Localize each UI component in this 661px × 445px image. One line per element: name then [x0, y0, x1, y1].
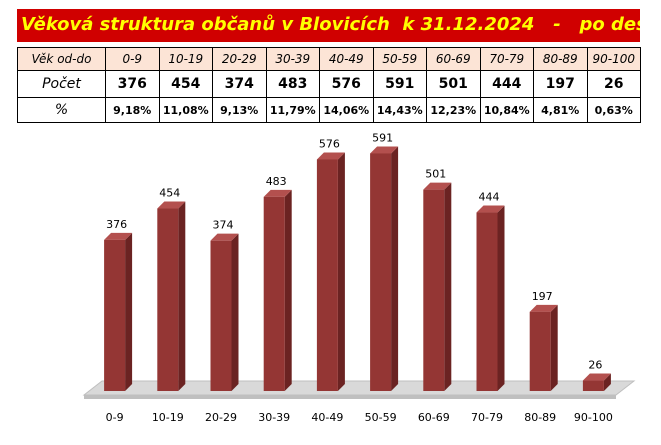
- bar: [423, 189, 445, 391]
- table-header-row: Věk od-do 0-9 10-19 20-29 30-39 40-49 50-59 60…: [17, 47, 641, 71]
- bar: [263, 196, 285, 391]
- bar-top: [529, 304, 558, 312]
- bar: [210, 240, 232, 391]
- bar-top: [476, 205, 505, 213]
- percent-cell: 14,06%: [319, 97, 374, 123]
- data-label: 576: [319, 137, 340, 150]
- bar-top: [263, 189, 292, 197]
- age-group-cell: 30-39: [265, 47, 320, 71]
- table-row-count: Počet 376 454 374 483 576 591 501 444 197 26: [17, 70, 641, 98]
- x-tick-label: 90-100: [574, 411, 613, 424]
- count-cell: 501: [426, 70, 481, 98]
- bar-top: [316, 152, 345, 160]
- x-tick-label: 70-79: [471, 411, 503, 424]
- x-tick-label: 30-39: [258, 411, 290, 424]
- title-bar: Věková struktura občanů v Blovicích k 31…: [17, 9, 640, 42]
- bar: [104, 239, 126, 391]
- page-title: Věková struktura občanů v Blovicích k 31…: [21, 14, 640, 35]
- bar-side: [603, 373, 611, 391]
- bar-top: [423, 182, 452, 190]
- count-label-cell: Počet: [17, 70, 106, 98]
- x-tick-label: 40-49: [311, 411, 343, 424]
- bar: [476, 212, 498, 391]
- bar: [370, 153, 392, 391]
- data-label: 197: [532, 290, 553, 303]
- x-tick-label: 20-29: [205, 411, 237, 424]
- data-label: 26: [588, 359, 602, 372]
- age-group-cell: 80-89: [533, 47, 588, 71]
- count-cell: 197: [533, 70, 588, 98]
- x-tick-label: 80-89: [524, 411, 556, 424]
- percent-cell: 12,23%: [426, 97, 481, 123]
- bar-top: [104, 232, 133, 240]
- count-cell: 483: [265, 70, 320, 98]
- bar: [157, 208, 179, 391]
- count-cell: 591: [372, 70, 427, 98]
- count-cell: 376: [105, 70, 160, 98]
- count-cell: 374: [212, 70, 267, 98]
- x-tick-label: 50-59: [365, 411, 397, 424]
- count-cell: 454: [158, 70, 213, 98]
- count-cell: 444: [479, 70, 534, 98]
- percent-cell: 9,13%: [212, 97, 267, 123]
- data-label: 501: [425, 168, 446, 181]
- age-group-cell: 0-9: [105, 47, 160, 71]
- age-group-cell: 70-79: [479, 47, 534, 71]
- bar: [316, 159, 338, 391]
- bar-side: [497, 205, 505, 391]
- bar-side: [125, 232, 133, 391]
- bar-side: [284, 189, 292, 391]
- data-label: 483: [266, 175, 287, 188]
- age-group-cell: 60-69: [426, 47, 481, 71]
- data-table: Věk od-do 0-9 10-19 20-29 30-39 40-49 50-59 60…: [17, 47, 641, 123]
- bar-side: [444, 182, 452, 391]
- percent-cell: 9,18%: [105, 97, 160, 123]
- count-cell: 576: [319, 70, 374, 98]
- bar-top: [157, 201, 186, 209]
- chart-floor-edge: [84, 395, 616, 399]
- bar-top: [370, 146, 399, 154]
- bar-top: [582, 373, 611, 381]
- percent-cell: 4,81%: [533, 97, 588, 123]
- percent-cell: 0,63%: [586, 97, 641, 123]
- data-label: 376: [106, 218, 127, 231]
- data-label: 444: [479, 191, 500, 204]
- age-group-cell: 40-49: [319, 47, 374, 71]
- bar-side: [178, 201, 186, 391]
- bar-side: [337, 152, 345, 391]
- percent-cell: 14,43%: [372, 97, 427, 123]
- header-label-cell: Věk od-do: [17, 47, 106, 71]
- bar-side: [231, 233, 239, 391]
- data-label: 374: [213, 219, 234, 232]
- x-tick-label: 10-19: [152, 411, 184, 424]
- table-row-percent: % 9,18% 11,08% 9,13% 11,79% 14,06% 14,43% 12,2…: [17, 97, 641, 123]
- percent-cell: 11,08%: [158, 97, 213, 123]
- data-label: 454: [159, 187, 180, 200]
- data-label: 591: [372, 131, 393, 144]
- x-tick-label: 0-9: [106, 411, 124, 424]
- bar-side: [550, 304, 558, 391]
- x-tick-label: 60-69: [418, 411, 450, 424]
- percent-label-cell: %: [17, 97, 106, 123]
- bar: [582, 380, 604, 391]
- bar-top: [210, 233, 239, 241]
- percent-cell: 10,84%: [479, 97, 534, 123]
- bar-side: [391, 146, 399, 391]
- bar: [529, 311, 551, 391]
